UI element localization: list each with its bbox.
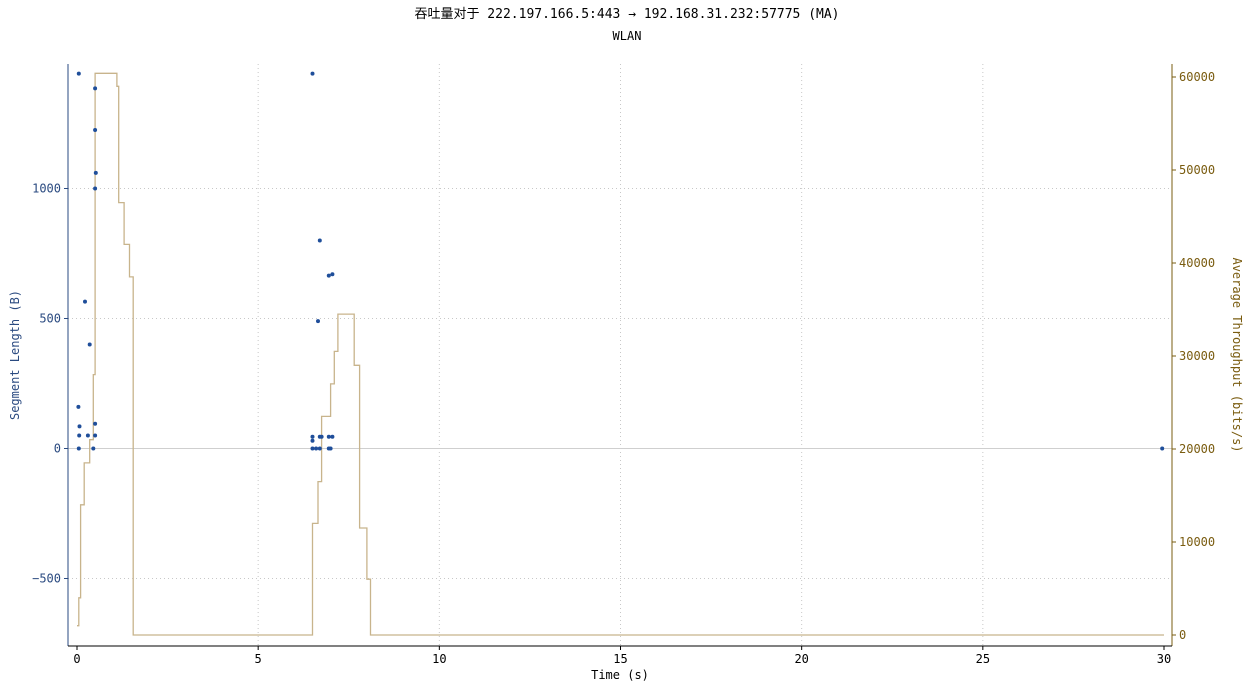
x-tick-label: 5 <box>255 652 262 666</box>
y-axis-right: 0 10000 20000 30000 40000 50000 60000 <box>1172 70 1215 642</box>
y-tick-label: 1000 <box>32 182 61 196</box>
segment-point <box>76 71 81 76</box>
y2-tick-label: 40000 <box>1179 256 1215 270</box>
y2-axis-label: Average Throughput (bits/s) <box>1230 257 1244 452</box>
throughput-line <box>77 72 1164 636</box>
x-tick-label: 20 <box>794 652 808 666</box>
segment-point <box>326 434 331 439</box>
segment-point <box>330 434 335 439</box>
segment-point <box>317 238 322 243</box>
y2-tick-label: 0 <box>1179 628 1186 642</box>
segment-point <box>76 404 81 409</box>
segment-point <box>83 299 87 304</box>
segment-points <box>76 71 1165 451</box>
segment-point <box>77 424 82 429</box>
segment-point <box>326 446 331 451</box>
segment-point <box>93 170 98 175</box>
x-axis-label: Time (s) <box>591 668 649 682</box>
x-tick-label: 30 <box>1157 652 1171 666</box>
segment-point <box>91 446 96 451</box>
y-tick-label: −500 <box>32 572 61 586</box>
x-tick-label: 10 <box>432 652 446 666</box>
segment-point <box>314 446 319 451</box>
y-axis-label: Segment Length (B) <box>8 290 22 420</box>
segment-point <box>316 319 320 324</box>
x-tick-label: 0 <box>73 652 80 666</box>
segment-point <box>87 342 92 347</box>
chart-title: 吞吐量对于 222.197.166.5:443 → 192.168.31.232… <box>414 7 840 22</box>
segment-point <box>85 433 90 438</box>
segment-point <box>310 71 315 76</box>
segment-point <box>93 86 98 91</box>
segment-point <box>1160 446 1165 451</box>
x-axis: 0 5 10 15 20 25 30 <box>73 646 1171 666</box>
y2-tick-label: 60000 <box>1179 70 1215 84</box>
segment-point <box>76 446 81 451</box>
y-axis-left: −500 0 500 1000 <box>32 182 68 586</box>
y2-tick-label: 20000 <box>1179 442 1215 456</box>
segment-point <box>310 446 315 451</box>
segment-point <box>93 186 98 191</box>
y2-tick-label: 10000 <box>1179 535 1215 549</box>
segment-point <box>330 272 335 277</box>
segment-point <box>93 433 98 438</box>
y-tick-label: 0 <box>54 442 61 456</box>
x-tick-label: 15 <box>613 652 627 666</box>
y-tick-label: 500 <box>39 312 61 326</box>
y2-tick-label: 30000 <box>1179 349 1215 363</box>
segment-point <box>319 434 324 439</box>
segment-point <box>93 421 98 426</box>
segment-point <box>77 433 82 438</box>
segment-point <box>310 438 315 443</box>
y2-tick-label: 50000 <box>1179 163 1215 177</box>
segment-point <box>310 434 315 439</box>
grid <box>68 64 1172 646</box>
chart-subtitle: WLAN <box>612 29 642 43</box>
segment-point <box>326 273 331 278</box>
segment-point <box>317 446 322 451</box>
segment-point <box>93 128 98 132</box>
x-tick-label: 25 <box>976 652 990 666</box>
